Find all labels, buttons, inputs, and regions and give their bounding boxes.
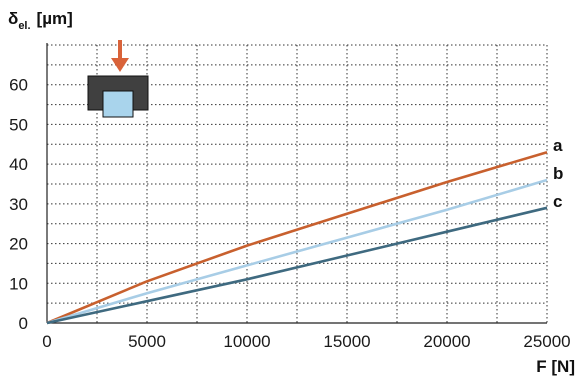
y-tick-label: 20 — [9, 235, 28, 254]
y-axis-label: δel. [µm] — [8, 9, 73, 32]
y-axis-label-unit: [µm] — [37, 9, 73, 28]
force-on-block-icon — [87, 40, 149, 118]
y-axis-label-main: δ — [8, 9, 18, 28]
block-insert — [102, 90, 134, 118]
x-tick-label: 25000 — [523, 332, 570, 351]
series-line-c — [46, 206, 548, 325]
y-tick-label: 40 — [9, 155, 28, 174]
x-tick-label: 10000 — [223, 332, 270, 351]
series-labels: abc — [553, 136, 563, 211]
series-label-c: c — [553, 192, 562, 211]
y-tick-label: 30 — [9, 195, 28, 214]
series-line-b — [46, 178, 548, 325]
series-lines — [46, 150, 548, 325]
series-label-b: b — [553, 164, 563, 183]
series-label-a: a — [553, 136, 563, 155]
force-arrow-head — [111, 58, 129, 72]
tick-labels: 0 10 20 30 40 50 60 0 5000 10000 15000 20000 25000 — [9, 76, 571, 351]
x-axis-label: F [N] — [536, 357, 575, 376]
x-tick-label: 0 — [42, 332, 51, 351]
y-tick-label: 60 — [9, 76, 28, 95]
y-axis-label-sub: el. — [18, 20, 30, 32]
x-tick-label: 15000 — [323, 332, 370, 351]
y-tick-label: 10 — [9, 274, 28, 293]
axes — [46, 43, 547, 324]
series-line-a — [46, 150, 548, 325]
x-tick-label: 20000 — [423, 332, 470, 351]
x-tick-label: 5000 — [128, 332, 166, 351]
y-tick-label: 50 — [9, 115, 28, 134]
y-tick-label: 0 — [19, 314, 28, 333]
